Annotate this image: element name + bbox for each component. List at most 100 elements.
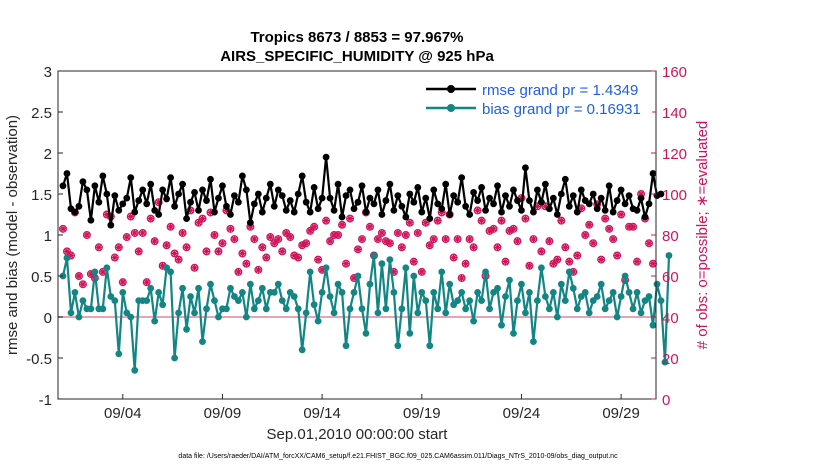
x-axis-ticks: 09/04 09/09 09/14 09/19 09/24 09/29 (104, 394, 640, 422)
bias-point (147, 284, 155, 292)
rmse-point (362, 208, 370, 216)
rmse-point (207, 175, 214, 183)
bias-point (661, 358, 669, 366)
obs-evaluated-point (354, 245, 362, 253)
bias-point (258, 284, 266, 292)
obs-evaluated-stroke (614, 252, 621, 259)
y-axis-label-right: # of obs: o=possible; ∗=evaluated (694, 121, 711, 350)
x-tick-label: 09/24 (503, 405, 541, 422)
obs-evaluated-stroke (275, 236, 282, 243)
bias-point (282, 305, 290, 313)
rmse-point (625, 192, 633, 200)
obs-evaluated-point (198, 215, 207, 223)
obs-evaluated-point (633, 258, 641, 266)
rmse-point (334, 180, 342, 188)
obs-evaluated-stroke (526, 262, 533, 269)
rmse-point (398, 202, 406, 210)
rmse-point (342, 192, 350, 200)
left-tick-label: -1 (39, 392, 52, 409)
obs-evaluated-point (167, 223, 175, 231)
rmse-point (87, 216, 95, 224)
obs-evaluated-point (597, 256, 605, 264)
rmse-point (302, 198, 310, 206)
rmse-point (290, 208, 298, 216)
bias-point (442, 309, 450, 317)
obs-evaluated-stroke (386, 240, 393, 247)
rmse-point (346, 186, 354, 194)
rmse-point (366, 194, 374, 202)
obs-evaluated-point (123, 233, 131, 241)
chart-title-line2: AIRS_SPECIFIC_HUMIDITY @ 925 hPa (220, 48, 494, 65)
obs-evaluated-point (254, 266, 262, 274)
obs-evaluated-stroke (566, 258, 573, 265)
bias-point (131, 366, 139, 374)
obs-evaluated-stroke (418, 268, 425, 275)
obs-evaluated-stroke (179, 229, 186, 236)
right-tick-label: 0 (662, 392, 670, 409)
obs-evaluated-stroke (343, 260, 350, 267)
obs-evaluated-point (234, 268, 242, 276)
obs-evaluated-stroke (490, 225, 497, 232)
obs-evaluated-point (258, 243, 266, 251)
rmse-point (402, 213, 410, 221)
rmse-point (430, 186, 438, 194)
rmse-point (254, 190, 262, 198)
bias-point (75, 313, 83, 321)
rmse-point (215, 194, 222, 202)
obs-evaluated-stroke (323, 217, 330, 224)
bias-point (278, 297, 286, 304)
obs-evaluated-stroke (602, 215, 609, 222)
rmse-point (71, 208, 79, 216)
rmse-point (462, 202, 470, 210)
obs-evaluated-stroke (646, 240, 653, 247)
rmse-point (374, 186, 382, 194)
bias-point (649, 321, 657, 329)
bias-point (294, 305, 302, 313)
bias-point (67, 309, 75, 317)
obs-evaluated-point (131, 229, 139, 237)
obs-evaluated-stroke (311, 223, 318, 230)
obs-evaluated-point (334, 231, 342, 239)
obs-evaluated-point (178, 229, 187, 237)
obs-evaluated-stroke (227, 225, 234, 232)
obs-evaluated-stroke (562, 244, 569, 251)
bias-point (111, 297, 119, 304)
rmse-point (474, 197, 481, 204)
obs-evaluated-stroke (590, 240, 597, 247)
obs-evaluated-stroke (143, 279, 150, 286)
bias-point (262, 305, 270, 313)
obs-evaluated-point (374, 235, 382, 243)
bias-point (246, 280, 254, 288)
obs-evaluated-point (230, 235, 239, 243)
obs-evaluated-stroke (283, 229, 290, 236)
bias-point (127, 313, 135, 321)
bias-point (617, 293, 625, 300)
bias-point (394, 342, 402, 350)
rmse-point (426, 215, 434, 223)
obs-evaluated-stroke (606, 225, 613, 232)
bias-point (290, 293, 298, 300)
obs-evaluated-stroke (235, 268, 242, 275)
obs-evaluated-point (629, 223, 637, 231)
rmse-point (183, 215, 190, 223)
obs-evaluated-point (565, 258, 573, 266)
rmse-point (613, 197, 621, 204)
rmse-point (354, 198, 362, 206)
obs-evaluated-stroke (414, 229, 421, 236)
rmse-point (298, 172, 306, 180)
legend-rmse-marker (447, 85, 455, 93)
right-tick-label: 20 (662, 351, 679, 368)
obs-evaluated-point (358, 235, 366, 243)
obs-evaluated-point (190, 264, 199, 272)
obs-evaluated-stroke (163, 242, 170, 249)
rmse-point (557, 190, 565, 198)
left-tick-label: 2 (44, 146, 52, 163)
obs-evaluated-point (171, 249, 179, 258)
obs-evaluated-point (115, 243, 123, 251)
rmse-point (322, 153, 330, 161)
obs-evaluated-point (493, 243, 502, 251)
bias-point (346, 305, 354, 313)
obs-evaluated-stroke (183, 244, 190, 251)
left-tick-label: 0.5 (31, 269, 52, 286)
obs-evaluated-stroke (538, 248, 545, 255)
